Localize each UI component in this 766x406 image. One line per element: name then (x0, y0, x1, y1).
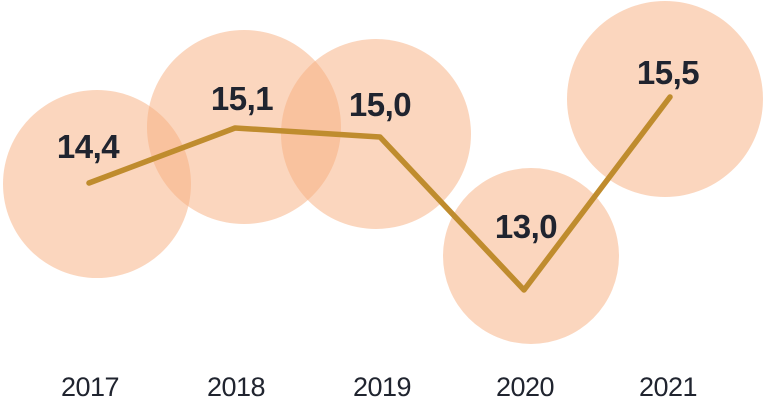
year-label-2021: 2021 (639, 372, 697, 402)
year-label-group: 2017 2018 2019 2020 2021 (61, 372, 698, 402)
value-label-2020: 13,0 (495, 208, 557, 245)
bubble-group (3, 1, 763, 344)
bubble-2017 (3, 90, 191, 278)
value-label-2021: 15,5 (637, 54, 699, 91)
value-label-2018: 15,1 (211, 80, 273, 117)
bubble-2021 (567, 1, 763, 197)
year-label-2017: 2017 (61, 372, 119, 402)
year-label-2020: 2020 (496, 372, 554, 402)
trend-line (86, 94, 673, 293)
bubble-2020 (443, 168, 619, 344)
year-label-2019: 2019 (353, 372, 411, 402)
value-label-2017: 14,4 (57, 128, 120, 165)
value-label-2019: 15,0 (349, 86, 411, 123)
value-label-group: 14,4 15,1 15,0 13,0 15,5 (57, 54, 700, 245)
year-label-2018: 2018 (207, 372, 265, 402)
